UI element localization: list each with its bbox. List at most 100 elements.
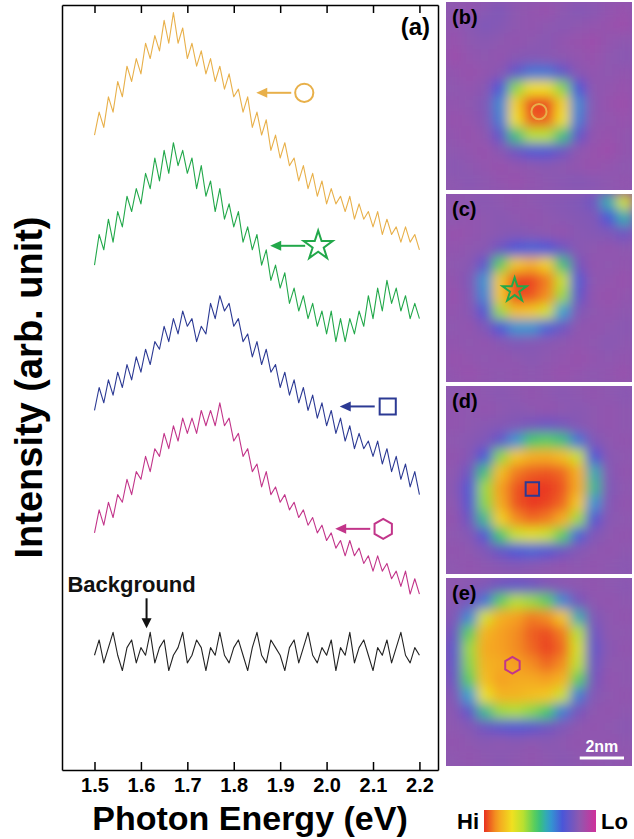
map-cell <box>462 543 478 559</box>
map-cell <box>462 511 478 527</box>
x-tick-mark-top <box>94 5 96 13</box>
map-cell <box>586 96 602 112</box>
map-cell <box>508 672 524 688</box>
map-cell <box>446 735 462 751</box>
map-cell <box>493 511 509 527</box>
map-cell <box>586 578 602 594</box>
map-cell <box>617 433 633 449</box>
map-cell <box>524 80 540 96</box>
map-cell <box>524 480 540 496</box>
map-cell <box>555 464 571 480</box>
map-cell <box>570 558 586 574</box>
scale-bar <box>580 757 624 760</box>
map-cell <box>570 319 586 335</box>
map-cell <box>555 366 571 382</box>
map-cell <box>539 241 555 257</box>
x-tick-label: 2.2 <box>406 774 434 796</box>
map-cell <box>601 672 617 688</box>
spectra-panel: 1.51.61.71.81.92.02.12.2Background(a)Pho… <box>8 5 439 837</box>
map-cell <box>586 609 602 625</box>
map-cell <box>555 18 571 34</box>
map-cell <box>524 417 540 433</box>
map-cell <box>524 174 540 190</box>
map-cell <box>446 319 462 335</box>
map-cell <box>508 159 524 175</box>
map-cell <box>477 241 493 257</box>
map-panel: (d) <box>446 386 633 575</box>
map-cell <box>570 511 586 527</box>
right-frame-line <box>438 6 440 771</box>
map-cell <box>524 609 540 625</box>
map-cell <box>462 449 478 465</box>
map-cell <box>555 159 571 175</box>
top-frame-line <box>63 5 439 7</box>
map-marker <box>503 278 527 301</box>
map-cell <box>446 543 462 559</box>
map-cell <box>539 480 555 496</box>
map-cell <box>601 288 617 304</box>
map-cell <box>477 96 493 112</box>
map-cell <box>570 351 586 367</box>
map-cell <box>462 703 478 719</box>
map-cell <box>493 18 509 34</box>
map-cell <box>617 703 633 719</box>
map-cell <box>586 719 602 735</box>
map-cell <box>586 241 602 257</box>
map-cell <box>508 449 524 465</box>
map-cell <box>617 578 633 594</box>
map-cell <box>617 49 633 65</box>
map-cell <box>601 625 617 641</box>
map-cell <box>555 194 571 210</box>
map-cell <box>477 688 493 704</box>
map-cell <box>601 143 617 159</box>
map-cell <box>555 750 571 766</box>
map-cell <box>586 386 602 402</box>
map-cell <box>586 672 602 688</box>
map-cell <box>570 65 586 81</box>
map-cell <box>570 527 586 543</box>
map-cell <box>570 480 586 496</box>
map-cell <box>508 304 524 320</box>
map-cell <box>508 480 524 496</box>
map-cell <box>508 402 524 418</box>
map-cell <box>601 543 617 559</box>
map-cell <box>555 112 571 128</box>
map-cell <box>601 480 617 496</box>
map-cell <box>508 65 524 81</box>
map-cell <box>477 719 493 735</box>
map-cell <box>446 366 462 382</box>
map-cell <box>462 96 478 112</box>
map-cell <box>446 558 462 574</box>
map-cell <box>539 558 555 574</box>
map-cell <box>493 386 509 402</box>
map-cell <box>539 33 555 49</box>
map-cell <box>477 210 493 226</box>
x-tick-top <box>419 5 420 13</box>
x-tick-label: 2.0 <box>313 774 341 796</box>
map-cell <box>493 703 509 719</box>
map-cell <box>524 449 540 465</box>
map-cell <box>477 625 493 641</box>
map-cell <box>617 464 633 480</box>
map-cell <box>570 127 586 143</box>
map-cell <box>570 288 586 304</box>
map-cell <box>617 272 633 288</box>
spectrum-line <box>94 13 419 250</box>
map-cell <box>477 288 493 304</box>
x-tick-mark <box>326 762 328 770</box>
x-tick-mark-top <box>419 5 421 13</box>
map-cell <box>617 543 633 559</box>
map-cell <box>555 351 571 367</box>
map-cell <box>462 609 478 625</box>
series-label: Background <box>67 572 195 597</box>
x-tick-label: 1.7 <box>174 774 202 796</box>
map-cell <box>601 417 617 433</box>
map-cell <box>493 464 509 480</box>
map-cell <box>462 366 478 382</box>
map-cell <box>508 2 524 18</box>
map-cell <box>555 735 571 751</box>
map-cell <box>555 225 571 241</box>
map-cell <box>493 527 509 543</box>
map-cell <box>539 527 555 543</box>
map-cell <box>601 464 617 480</box>
